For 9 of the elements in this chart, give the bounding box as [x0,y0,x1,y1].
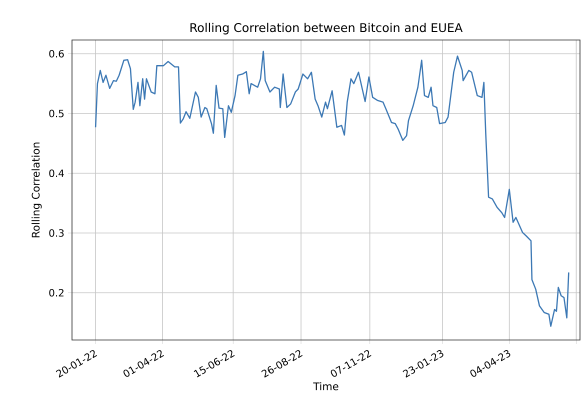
y-tick-label: 0.2 [49,288,64,297]
y-tick-label: 0.6 [49,50,64,58]
y-axis-title: Rolling Correlation [32,142,42,238]
x-axis-title: Time [313,382,338,390]
y-tick-label: 0.4 [49,169,64,178]
y-tick-label: 0.5 [49,110,64,118]
chart-title: Rolling Correlation between Bitcoin and EUEA [190,22,463,34]
line-series [94,50,570,327]
y-tick-label: 0.3 [49,229,64,237]
